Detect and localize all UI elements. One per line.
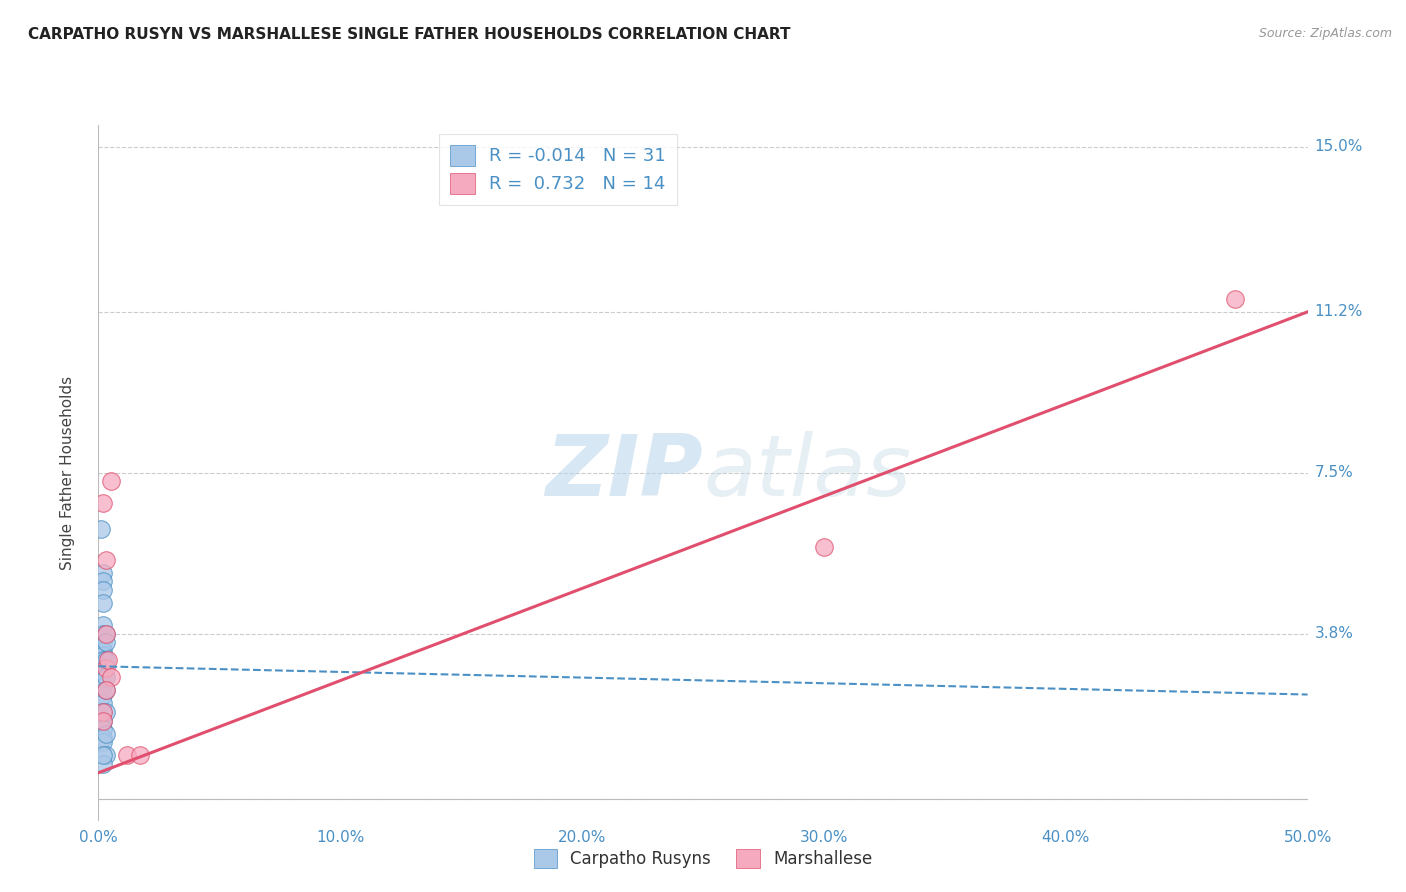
Y-axis label: Single Father Households: Single Father Households: [60, 376, 75, 570]
Point: [91, 653, 114, 667]
Point: [94, 626, 117, 640]
Point: [91, 735, 114, 749]
Point: [91, 626, 114, 640]
Text: 7.5%: 7.5%: [1315, 466, 1354, 480]
Point: [91, 644, 114, 658]
Point: [91, 688, 114, 702]
Point: [94, 653, 117, 667]
Point: [813, 540, 835, 554]
Point: [91, 705, 114, 719]
Point: [91, 723, 114, 737]
Point: [91, 566, 114, 580]
Text: 15.0%: 15.0%: [1315, 139, 1362, 154]
Point: [128, 748, 150, 763]
Point: [94, 683, 117, 698]
Point: [91, 648, 114, 663]
Point: [94, 726, 117, 740]
Text: CARPATHO RUSYN VS MARSHALLESE SINGLE FATHER HOUSEHOLDS CORRELATION CHART: CARPATHO RUSYN VS MARSHALLESE SINGLE FAT…: [28, 27, 790, 42]
Point: [94, 705, 117, 719]
Text: 11.2%: 11.2%: [1315, 304, 1362, 319]
Point: [91, 574, 114, 589]
Point: [91, 696, 114, 710]
Point: [91, 757, 114, 772]
Point: [91, 496, 114, 510]
Text: 3.8%: 3.8%: [1315, 626, 1354, 641]
Point: [91, 714, 114, 728]
Point: [91, 596, 114, 610]
Point: [97, 653, 120, 667]
Legend: Carpatho Rusyns, Marshallese: Carpatho Rusyns, Marshallese: [524, 839, 882, 879]
Point: [91, 731, 114, 745]
Point: [91, 670, 114, 684]
Point: [94, 552, 117, 567]
Point: [91, 748, 114, 763]
Point: [94, 748, 117, 763]
Point: [91, 661, 114, 675]
Point: [91, 635, 114, 649]
Point: [91, 618, 114, 632]
Text: atlas: atlas: [703, 431, 911, 515]
Point: [90, 522, 112, 536]
Point: [94, 670, 117, 684]
Point: [94, 626, 117, 640]
Text: Source: ZipAtlas.com: Source: ZipAtlas.com: [1258, 27, 1392, 40]
Point: [94, 683, 117, 698]
Point: [91, 679, 114, 693]
Point: [91, 705, 114, 719]
Point: [117, 748, 139, 763]
Point: [91, 714, 114, 728]
Point: [1223, 292, 1246, 306]
Point: [94, 661, 117, 675]
Text: ZIP: ZIP: [546, 431, 703, 515]
Point: [100, 475, 122, 489]
Point: [94, 635, 117, 649]
Point: [91, 583, 114, 598]
Point: [100, 670, 122, 684]
